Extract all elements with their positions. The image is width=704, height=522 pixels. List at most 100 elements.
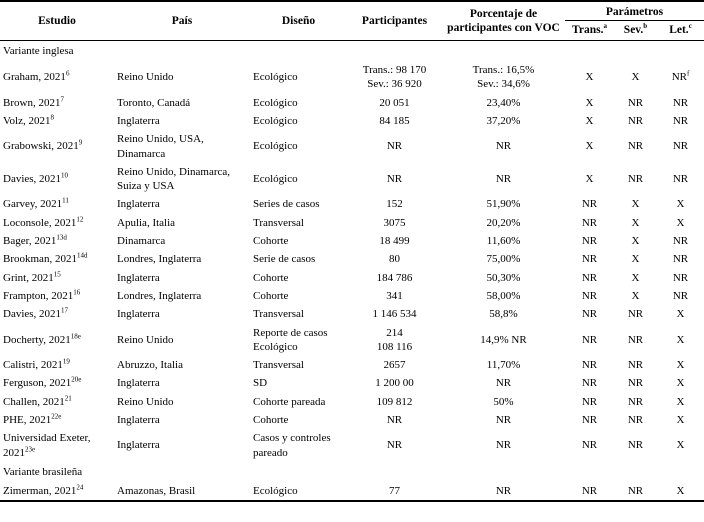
study-cell: Bager, 202113d <box>3 233 67 248</box>
participants-cell: 20 051 <box>379 96 410 109</box>
study-cell: Loconsole, 202112 <box>3 215 84 229</box>
param-let-cell: X <box>676 198 685 211</box>
table-header: Estudio País Diseño Participantes Porcen… <box>0 1 704 41</box>
voc-percentage-cell: NR <box>495 140 512 153</box>
voc-percentage-cell: 20,20% <box>486 216 521 229</box>
study-cell: Grabowski, 20219 <box>3 138 83 153</box>
design-cell: Cohorte <box>253 235 289 248</box>
col-header-trans: Trans.a <box>565 21 614 40</box>
design-cell: Ecológico <box>253 172 298 185</box>
param-let-cell: X <box>676 413 685 426</box>
participants-cell: 2657 <box>383 359 406 372</box>
country-cell: Inglaterra <box>117 271 160 284</box>
study-cell: Davies, 202110 <box>3 171 69 185</box>
param-let-cell: NR <box>672 253 689 266</box>
country-cell: Reino Unido, Dinamarca, Suiza y USA <box>117 165 231 193</box>
design-cell: Ecológico <box>253 71 298 84</box>
param-sev-cell: X <box>631 289 640 302</box>
country-cell: Abruzzo, Italia <box>117 359 183 372</box>
country-cell: Reino Unido, USA, Dinamarca <box>117 133 204 160</box>
param-sev-cell: NR <box>627 439 644 452</box>
voc-percentage-cell: 51,90% <box>486 198 521 211</box>
param-let-cell: NR <box>672 96 689 109</box>
param-trans-cell: NR <box>581 395 598 408</box>
study-cell: Grint, 202115 <box>3 269 61 284</box>
col-header-porcentaje-voc: Porcentaje de participantes con VOC <box>447 7 560 34</box>
param-let-cell: NR <box>672 289 689 302</box>
voc-percentage-cell: NR <box>495 485 512 498</box>
design-cell: Transversal <box>253 308 304 321</box>
country-cell: Apulia, Italia <box>117 216 176 229</box>
param-trans-cell: X <box>585 140 594 153</box>
design-cell: Cohorte <box>253 271 289 284</box>
param-trans-cell: NR <box>581 216 598 229</box>
country-cell: Reino Unido <box>117 333 174 346</box>
col-header-let: Let.c <box>657 21 704 40</box>
participants-cell: 152 <box>386 198 403 211</box>
section-row: Variante brasileña <box>0 462 704 482</box>
study-cell: Docherty, 202118e <box>3 331 81 346</box>
study-cell: Brown, 20217 <box>3 94 64 109</box>
participants-cell: 1 146 534 <box>372 308 417 321</box>
country-cell: Inglaterra <box>117 377 160 390</box>
param-let-cell: NRf <box>671 69 690 84</box>
country-cell: Inglaterra <box>117 413 160 426</box>
table-body: Variante inglesa Graham, 20216 Reino Unido… <box>0 40 704 501</box>
param-sev-cell: NR <box>627 140 644 153</box>
param-trans-cell: NR <box>581 271 598 284</box>
param-trans-cell: NR <box>581 333 598 346</box>
table-row: Davies, 202110 Reino Unido, Dinamarca, Su… <box>0 163 704 196</box>
let-footnote-marker: c <box>688 22 692 31</box>
design-cell: Cohorte <box>253 413 289 426</box>
table-row: Grabowski, 20219 Reino Unido, USA, Dinama… <box>0 130 704 163</box>
param-sev-cell: X <box>631 271 640 284</box>
param-let-cell: NR <box>672 172 689 185</box>
country-cell: Amazonas, Brasil <box>117 485 196 498</box>
voc-percentage-cell: 75,00% <box>486 253 521 266</box>
param-sev-cell: X <box>631 253 640 266</box>
table-row: Volz, 20218 Inglaterra Ecológico 84 185 37,2… <box>0 112 704 130</box>
table-row: PHE, 202122e Inglaterra Cohorte NR NR NR NR X <box>0 411 704 429</box>
country-cell: Inglaterra <box>117 308 160 321</box>
participants-cell: NR <box>386 439 403 452</box>
study-cell: Ferguson, 202120e <box>3 375 82 390</box>
param-trans-cell: X <box>585 96 594 109</box>
study-cell: Garvey, 202111 <box>3 196 69 211</box>
participants-cell: NR <box>386 413 403 426</box>
table-row: Universidad Exeter, 202123e Inglaterra Cas… <box>0 429 704 462</box>
country-cell: Reino Unido <box>117 71 174 84</box>
participants-cell: 214 108 116 <box>376 326 413 353</box>
design-cell: Ecológico <box>253 485 298 498</box>
study-cell: PHE, 202122e <box>3 412 62 426</box>
table-row: Garvey, 202111 Inglaterra Series de casos 1… <box>0 195 704 213</box>
participants-cell: 84 185 <box>379 114 410 127</box>
param-trans-cell: NR <box>581 377 598 390</box>
section-label: Variante brasileña <box>3 465 83 478</box>
table-row: Brown, 20217 Toronto, Canadá Ecológico 20 0… <box>0 94 704 112</box>
participants-cell: 1 200 00 <box>375 377 414 390</box>
voc-percentage-cell: 11,70% <box>486 359 521 372</box>
country-cell: Toronto, Canadá <box>117 96 191 109</box>
param-trans-cell: X <box>585 71 594 84</box>
participants-cell: Trans.: 98 170 Sev.: 36 920 <box>362 64 427 91</box>
design-cell: Reporte de casos Ecológico <box>253 326 328 353</box>
country-cell: Londres, Inglaterra <box>117 289 202 302</box>
participants-cell: 80 <box>389 253 400 266</box>
country-cell: Inglaterra <box>117 114 160 127</box>
param-sev-cell: X <box>631 235 640 248</box>
study-cell: Brookman, 202114d <box>3 251 88 266</box>
param-let-cell: X <box>676 359 685 372</box>
country-cell: Londres, Inglaterra <box>117 253 202 266</box>
param-let-cell: NR <box>672 235 689 248</box>
voc-percentage-cell: NR <box>495 172 512 185</box>
param-let-cell: NR <box>672 271 689 284</box>
design-cell: Serie de casos <box>253 253 316 266</box>
voc-percentage-cell: 14,9% NR <box>480 333 527 346</box>
param-sev-cell: X <box>631 71 640 84</box>
voc-percentage-cell: 23,40% <box>486 96 521 109</box>
participants-cell: 109 812 <box>376 395 413 408</box>
voc-percentage-cell: 50,30% <box>486 271 521 284</box>
design-cell: Series de casos <box>253 198 320 211</box>
design-cell: Cohorte pareada <box>253 395 326 408</box>
design-cell: Ecológico <box>253 96 298 109</box>
